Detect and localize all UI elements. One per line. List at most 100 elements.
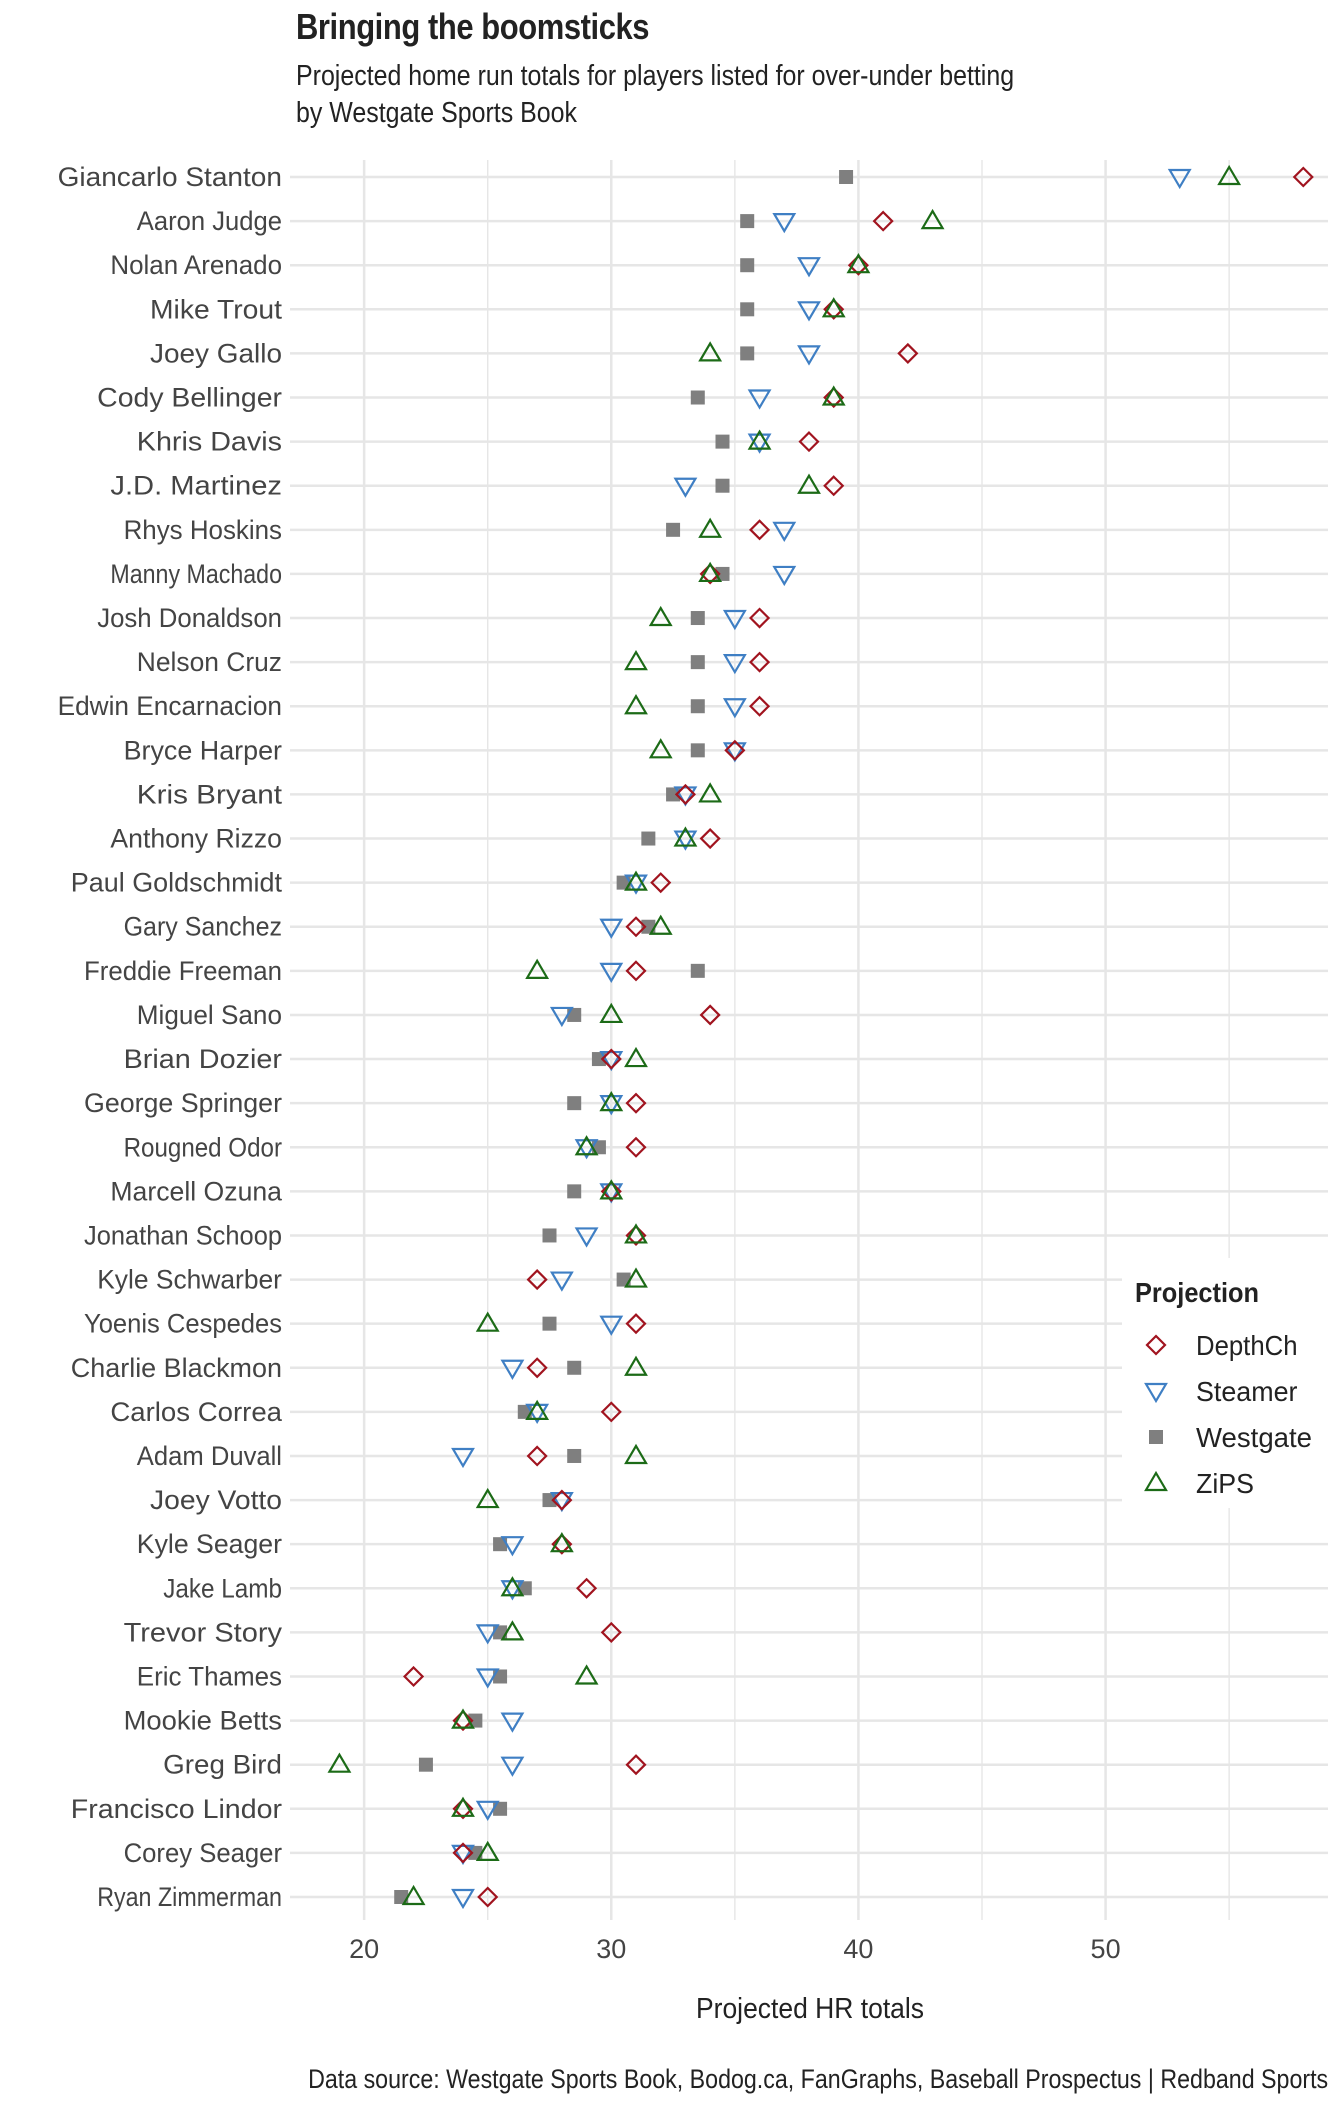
player-label: Carlos Correa bbox=[110, 1397, 283, 1427]
point-depthch bbox=[749, 607, 771, 629]
point-zips bbox=[698, 782, 723, 803]
x-tick-label: 50 bbox=[1091, 1934, 1121, 1964]
point-westgate bbox=[418, 1757, 433, 1772]
point-zips bbox=[525, 958, 550, 979]
point-westgate bbox=[567, 1184, 582, 1199]
point-steamer bbox=[797, 301, 821, 322]
point-westgate bbox=[740, 214, 755, 229]
legend-label-westgate: Westgate bbox=[1196, 1422, 1312, 1453]
point-depthch bbox=[749, 651, 771, 673]
legend-key-depthch bbox=[1145, 1334, 1167, 1356]
point-steamer bbox=[549, 1271, 574, 1292]
player-label: Trevor Story bbox=[124, 1617, 283, 1647]
point-steamer bbox=[599, 1050, 624, 1072]
point-westgate bbox=[715, 434, 730, 449]
point-zips bbox=[475, 1487, 500, 1509]
point-depthch bbox=[823, 386, 845, 409]
point-zips bbox=[673, 826, 698, 847]
legend-label-depthch: DepthCh bbox=[1196, 1330, 1298, 1361]
point-steamer bbox=[500, 1712, 525, 1733]
point-zips bbox=[451, 1796, 475, 1817]
point-depthch bbox=[576, 1577, 598, 1599]
player-label: Adam Duvall bbox=[137, 1441, 282, 1471]
point-zips bbox=[821, 385, 846, 406]
point-zips bbox=[599, 1179, 624, 1200]
point-zips bbox=[475, 1311, 500, 1332]
point-steamer bbox=[1167, 168, 1192, 190]
player-label: Manny Machado bbox=[110, 559, 282, 589]
player-label: Mike Trout bbox=[150, 294, 283, 324]
player-label: Marcell Ozuna bbox=[110, 1176, 283, 1206]
point-depthch bbox=[674, 783, 696, 805]
player-label: Khris Davis bbox=[137, 427, 282, 457]
point-depthch bbox=[600, 1048, 622, 1070]
chart-title: Bringing the boomsticks bbox=[296, 6, 650, 47]
point-zips bbox=[1217, 164, 1242, 186]
point-westgate bbox=[616, 875, 631, 890]
point-depthch bbox=[526, 1269, 548, 1291]
legend-key-zips bbox=[1144, 1470, 1168, 1492]
x-tick-label: 20 bbox=[349, 1934, 379, 1964]
point-zips bbox=[846, 253, 871, 274]
point-zips bbox=[599, 1090, 624, 1112]
point-zips bbox=[920, 208, 945, 230]
point-steamer bbox=[451, 1844, 475, 1866]
player-label: Aaron Judge bbox=[137, 206, 282, 236]
subtitle-line-1: Projected home run totals for players li… bbox=[296, 60, 1015, 92]
player-label: J.D. Martinez bbox=[110, 471, 282, 501]
point-westgate bbox=[641, 831, 656, 846]
point-zips bbox=[599, 1002, 624, 1024]
player-label: Mookie Betts bbox=[124, 1706, 282, 1736]
point-steamer bbox=[772, 213, 797, 234]
player-label: Edwin Encarnacion bbox=[58, 691, 282, 721]
point-zips bbox=[648, 914, 673, 935]
point-zips bbox=[698, 517, 723, 538]
point-zips bbox=[747, 429, 772, 450]
point-zips bbox=[624, 1443, 648, 1465]
point-westgate bbox=[394, 1890, 409, 1904]
legend-label-steamer: Steamer bbox=[1196, 1376, 1298, 1407]
player-label: Yoenis Cespedes bbox=[84, 1309, 282, 1339]
point-westgate bbox=[690, 611, 705, 626]
player-label: Miguel Sano bbox=[137, 1000, 282, 1030]
point-zips bbox=[327, 1752, 352, 1773]
player-label: Jonathan Schoop bbox=[84, 1220, 282, 1250]
point-westgate bbox=[542, 1228, 557, 1243]
point-zips bbox=[648, 738, 673, 759]
point-steamer bbox=[797, 345, 821, 366]
point-steamer bbox=[574, 1139, 599, 1160]
player-label: Ryan Zimmerman bbox=[97, 1882, 282, 1912]
point-westgate bbox=[740, 258, 755, 273]
player-label: Nolan Arenado bbox=[110, 250, 282, 280]
point-westgate bbox=[567, 1096, 582, 1111]
subtitle-line-2: by Westgate Sports Book bbox=[296, 97, 577, 129]
point-steamer bbox=[722, 742, 747, 763]
point-depthch bbox=[600, 1180, 622, 1202]
player-label: Cody Bellinger bbox=[97, 383, 282, 413]
point-depthch bbox=[699, 563, 721, 585]
point-zips bbox=[648, 605, 673, 627]
player-label: Anthony Rizzo bbox=[110, 824, 282, 854]
point-zips bbox=[624, 870, 648, 891]
player-label: Rougned Odor bbox=[124, 1132, 282, 1162]
player-label: Josh Donaldson bbox=[97, 603, 282, 633]
point-steamer bbox=[549, 1006, 574, 1028]
point-steamer bbox=[475, 1800, 500, 1821]
point-steamer bbox=[772, 565, 797, 587]
point-zips bbox=[624, 1355, 648, 1376]
data-source-caption: Data source: Westgate Sports Book, Bodog… bbox=[307, 2064, 1328, 2094]
point-westgate bbox=[740, 346, 755, 361]
point-zips bbox=[821, 297, 846, 318]
point-westgate bbox=[715, 478, 730, 493]
point-depthch bbox=[625, 916, 647, 938]
point-westgate bbox=[839, 170, 854, 184]
point-westgate bbox=[493, 1537, 508, 1552]
point-zips bbox=[624, 1046, 648, 1068]
point-depthch bbox=[551, 1489, 573, 1511]
point-depthch bbox=[872, 210, 894, 232]
point-steamer bbox=[673, 830, 698, 851]
point-zips bbox=[574, 1664, 599, 1685]
x-axis-ticks: 20 30 40 50 bbox=[349, 1934, 1120, 1964]
point-depthch bbox=[699, 1004, 721, 1026]
point-zips bbox=[574, 1135, 599, 1156]
